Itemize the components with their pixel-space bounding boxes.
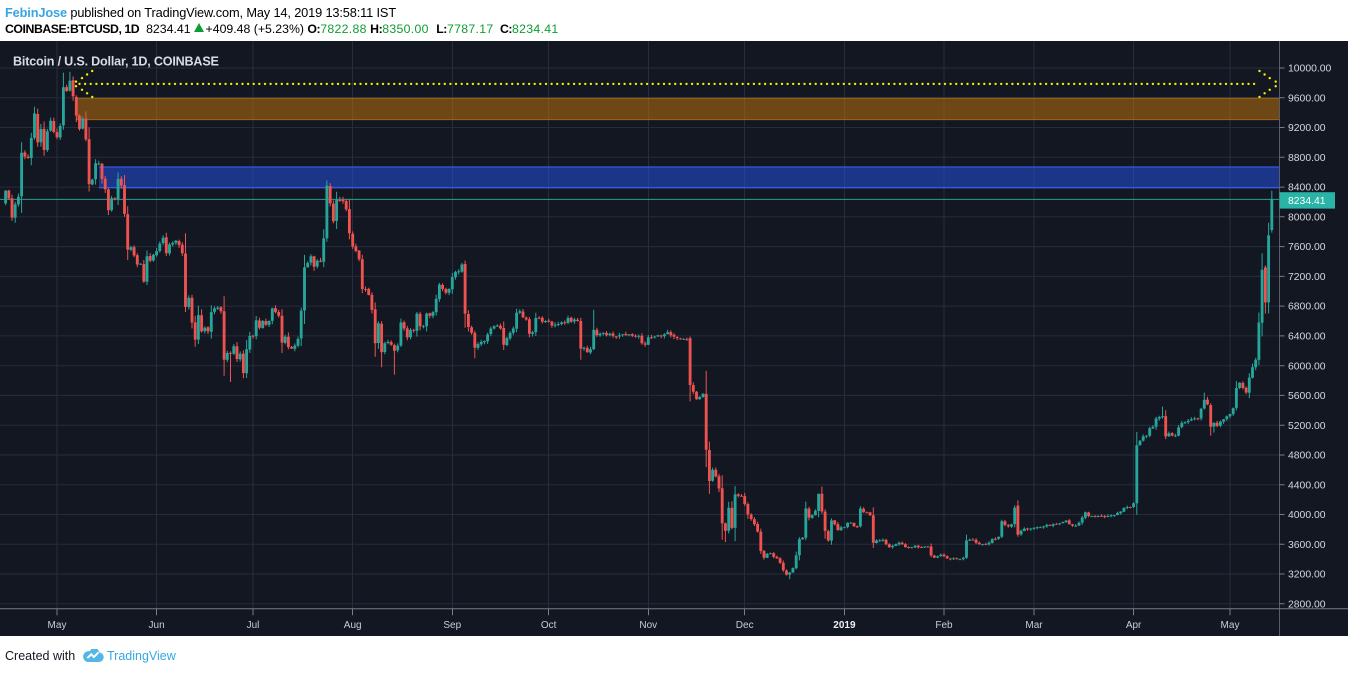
svg-text:Oct: Oct bbox=[541, 620, 557, 631]
svg-text:2800.00: 2800.00 bbox=[1288, 599, 1326, 610]
svg-text:6400.00: 6400.00 bbox=[1288, 332, 1326, 343]
svg-text:8000.00: 8000.00 bbox=[1288, 212, 1326, 223]
svg-text:7600.00: 7600.00 bbox=[1288, 242, 1326, 253]
svg-text:2019: 2019 bbox=[833, 620, 856, 631]
svg-text:7200.00: 7200.00 bbox=[1288, 272, 1326, 283]
svg-text:4400.00: 4400.00 bbox=[1288, 480, 1326, 491]
svg-text:6800.00: 6800.00 bbox=[1288, 302, 1326, 313]
svg-text:Apr: Apr bbox=[1126, 620, 1142, 631]
svg-text:10000.00: 10000.00 bbox=[1288, 64, 1332, 75]
svg-text:Jul: Jul bbox=[247, 620, 260, 631]
svg-text:4000.00: 4000.00 bbox=[1288, 510, 1326, 521]
svg-text:Bitcoin / U.S. Dollar, 1D, COI: Bitcoin / U.S. Dollar, 1D, COINBASE bbox=[13, 55, 219, 69]
svg-text:4800.00: 4800.00 bbox=[1288, 451, 1326, 462]
svg-text:8400.00: 8400.00 bbox=[1288, 183, 1326, 194]
svg-text:9600.00: 9600.00 bbox=[1288, 93, 1326, 104]
svg-text:8800.00: 8800.00 bbox=[1288, 153, 1326, 164]
svg-text:May: May bbox=[48, 620, 67, 631]
svg-text:Mar: Mar bbox=[1025, 620, 1043, 631]
svg-text:5600.00: 5600.00 bbox=[1288, 391, 1326, 402]
svg-text:9200.00: 9200.00 bbox=[1288, 123, 1326, 134]
svg-text:5200.00: 5200.00 bbox=[1288, 421, 1326, 432]
svg-text:Dec: Dec bbox=[736, 620, 754, 631]
svg-text:Aug: Aug bbox=[344, 620, 362, 631]
svg-text:Sep: Sep bbox=[443, 620, 461, 631]
svg-text:3600.00: 3600.00 bbox=[1288, 540, 1326, 551]
svg-text:8234.41: 8234.41 bbox=[1288, 196, 1326, 207]
svg-text:Feb: Feb bbox=[935, 620, 953, 631]
svg-text:6000.00: 6000.00 bbox=[1288, 361, 1326, 372]
svg-text:3200.00: 3200.00 bbox=[1288, 570, 1326, 581]
svg-text:Jun: Jun bbox=[149, 620, 165, 631]
svg-text:May: May bbox=[1221, 620, 1240, 631]
svg-text:Nov: Nov bbox=[639, 620, 657, 631]
